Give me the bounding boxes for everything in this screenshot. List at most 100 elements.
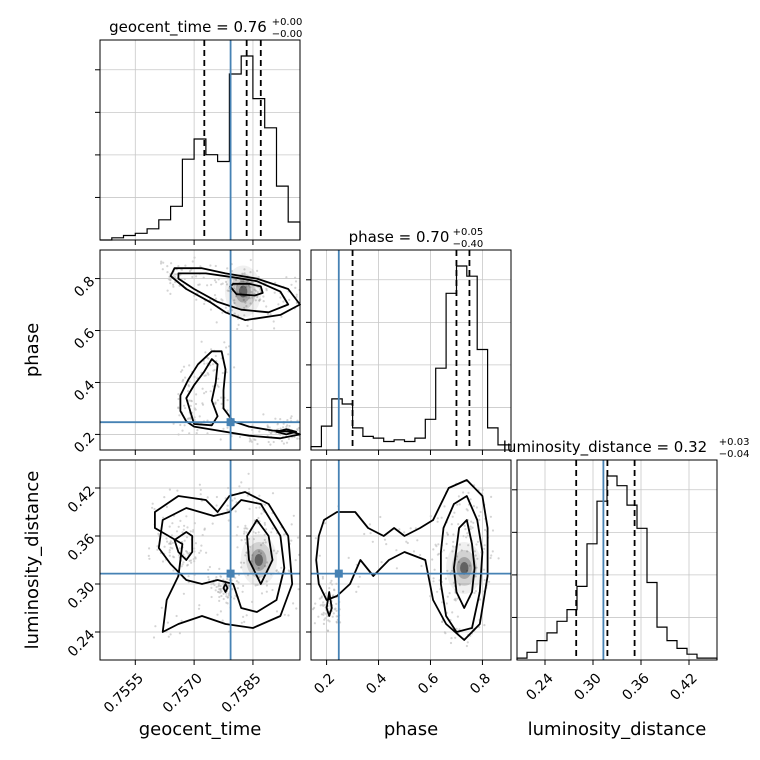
scatter-point [465,644,468,648]
scatter-point [188,270,192,273]
scatter-point [451,611,454,614]
scatter-point [181,369,184,372]
scatter-point [294,286,297,289]
scatter-point [476,540,479,544]
scatter-point [474,554,477,557]
scatter-point [225,601,228,604]
scatter-point [258,299,261,302]
scatter-point [469,528,472,531]
scatter-point [318,554,321,557]
scatter-point [257,516,260,520]
scatter-point [200,544,203,547]
scatter-point [406,541,409,545]
histogram-luminosity-distance [516,475,718,660]
scatter-point [265,580,268,583]
scatter-point [205,390,208,393]
scatter-point [467,544,470,547]
scatter-point [395,549,398,552]
scatter-point [475,506,478,509]
scatter-point [432,577,435,580]
scatter-point [166,289,169,292]
scatter-point [161,560,165,563]
scatter-point [219,610,222,613]
scatter-point [483,544,486,547]
scatter-point [181,563,184,566]
scatter-point [271,492,275,495]
scatter-point [242,298,245,301]
scatter-point [272,320,275,323]
y-tick-label: 0.8 [71,274,98,301]
scatter-point [450,637,453,640]
scatter-point [445,531,449,534]
scatter-point [269,443,272,446]
panel-luminosity-distance [516,459,718,661]
scatter-point [265,584,268,587]
contour-line [173,531,194,561]
scatter-point [280,315,283,318]
scatter-point [483,624,486,627]
title-main: phase = 0.70 [349,228,450,246]
scatter-point [314,602,317,605]
scatter-point [181,531,184,534]
scatter-point [165,505,168,508]
scatter-point [221,371,224,375]
scatter-point [285,441,289,444]
scatter-point [283,533,286,536]
scatter-point [272,549,275,552]
scatter-point [258,550,261,553]
scatter-point [466,509,469,512]
scatter-point [454,597,457,601]
scatter-point [187,390,190,393]
scatter-point [147,554,150,558]
scatter-point [178,632,181,635]
scatter-point [172,555,175,558]
scatter-point [222,578,225,581]
scatter-point [190,400,193,403]
scatter-point [287,569,290,572]
scatter-point [207,373,210,376]
scatter-point [441,601,444,604]
scatter-point [214,297,218,300]
scatter-point [187,385,191,388]
scatter-point [262,413,265,416]
scatter-point [226,596,229,599]
scatter-point [264,541,267,544]
contour-line [246,519,274,585]
scatter-point [184,376,187,379]
y-axis-label: luminosity_distance [22,471,43,650]
scatter-point [183,424,186,427]
scatter-point [269,313,272,316]
scatter-point [357,585,360,588]
scatter-point [290,415,293,418]
scatter-point [475,543,478,546]
scatter-point [216,613,219,616]
scatter-point [210,595,213,599]
truth-marker [226,418,235,427]
scatter-point [457,523,460,526]
scatter-point [227,594,230,597]
scatter-point [466,532,469,535]
scatter-point [483,547,486,551]
scatter-point [260,512,263,515]
scatter-point [295,293,298,296]
scatter-point [245,285,248,288]
scatter-point [292,514,295,517]
scatter-point [326,629,329,632]
scatter-point [243,532,246,535]
scatter-point [445,602,448,605]
scatter-point [243,306,246,309]
panel-phase-vs-luminosity-distance [310,459,512,661]
scatter-point [451,545,455,548]
scatter-point [285,276,288,279]
scatter-point [240,621,243,624]
scatter-point [355,590,358,594]
histogram-geocent-time [100,55,301,241]
scatter-point [182,592,185,595]
scatter-point [183,524,186,527]
scatter-point [219,575,222,578]
scatter-point [257,531,260,534]
scatter-point [451,515,454,518]
scatter-point [466,569,469,572]
scatter-point [219,584,222,588]
scatter-point [369,532,372,535]
